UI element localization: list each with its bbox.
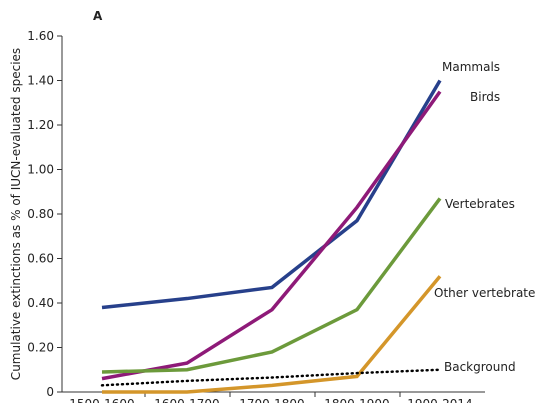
series-line [102, 275, 442, 394]
y-tick-label: 0.40 [27, 296, 54, 310]
series-line [100, 368, 442, 387]
series-label: Mammals [442, 60, 500, 74]
series-label: Background [444, 360, 516, 374]
series-line [101, 79, 442, 310]
y-tick-label: 0 [46, 385, 54, 399]
series-label: Vertebrates [445, 197, 515, 211]
x-tick-label: 1600-1700 [154, 397, 219, 403]
y-tick-label: 1.20 [27, 118, 54, 132]
series-line [101, 197, 442, 374]
series-line [101, 90, 442, 381]
panel-label: A [93, 9, 103, 23]
series-label: Birds [470, 90, 500, 104]
x-tick-label: 1800-1900 [324, 397, 389, 403]
y-tick-label: 1.40 [27, 74, 54, 88]
y-axis-label: Cumulative extinctions as % of IUCN-eval… [9, 48, 23, 380]
y-tick-label: 0.60 [27, 252, 54, 266]
series-label: Other vertebrates [434, 286, 535, 300]
y-tick-label: 0.20 [27, 341, 54, 355]
y-tick-label: 0.80 [27, 207, 54, 221]
y-tick-label: 1.00 [27, 163, 54, 177]
x-tick-label: 1700-1800 [239, 397, 304, 403]
x-tick-label: 1500-1600 [69, 397, 134, 403]
y-tick-label: 1.60 [27, 29, 54, 43]
x-tick-label: 1900-2014 [407, 397, 472, 403]
